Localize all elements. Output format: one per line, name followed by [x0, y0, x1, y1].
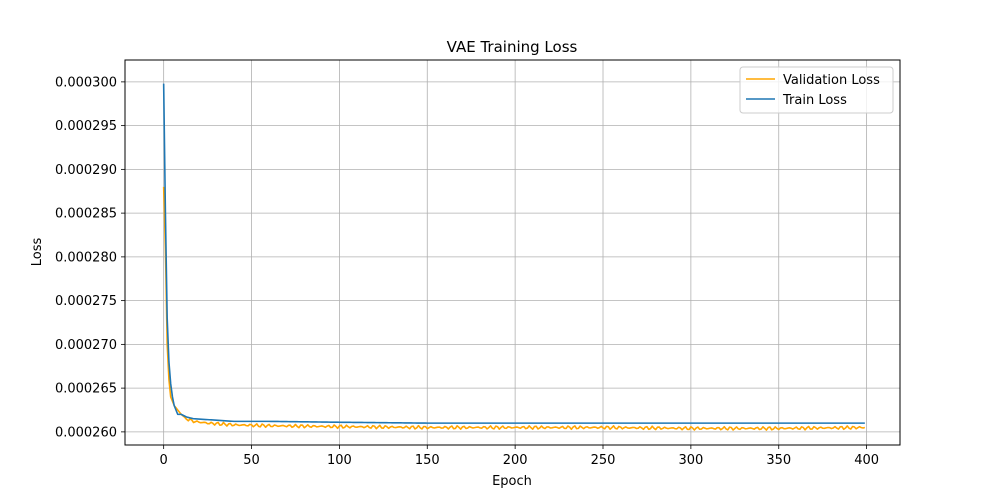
series-line-train-loss: [162, 83, 865, 424]
y-tick-label: 0.000260: [55, 425, 117, 440]
y-tick-label: 0.000285: [55, 207, 117, 222]
x-tick-label: 250: [591, 453, 616, 468]
y-tick-label: 0.000280: [55, 250, 117, 265]
chart-title: VAE Training Loss: [447, 38, 578, 56]
x-tick-label: 200: [503, 453, 528, 468]
y-tick-label: 0.000275: [55, 294, 117, 309]
y-tick-label: 0.000295: [55, 119, 117, 134]
grid: [125, 60, 900, 445]
x-tick-label: 150: [415, 453, 440, 468]
legend-label-train-loss: Train Loss: [782, 93, 847, 108]
x-tick-label: 0: [160, 453, 168, 468]
x-tick-label: 50: [243, 453, 260, 468]
x-tick-label: 350: [766, 453, 791, 468]
series-line-validation-loss: [162, 186, 866, 431]
axis-ticks: 0 50 100 150 200 250 300 350 400 0.000260 0.000265…: [55, 75, 879, 468]
y-tick-label: 0.000265: [55, 382, 117, 397]
x-axis-label: Epoch: [492, 474, 532, 489]
x-tick-label: 400: [854, 453, 879, 468]
y-axis-label: Loss: [30, 238, 45, 267]
y-tick-label: 0.000270: [55, 338, 117, 353]
y-tick-label: 0.000300: [55, 75, 117, 90]
x-tick-label: 300: [678, 453, 703, 468]
legend-box: [739, 66, 894, 114]
legend-label-validation-loss: Validation Loss: [783, 73, 880, 88]
plot-area-frame: [124, 59, 901, 446]
legend: Validation Loss Train Loss: [739, 66, 894, 114]
x-tick-label: 100: [327, 453, 352, 468]
series-lines: [162, 83, 866, 431]
y-tick-label: 0.000290: [55, 163, 117, 178]
